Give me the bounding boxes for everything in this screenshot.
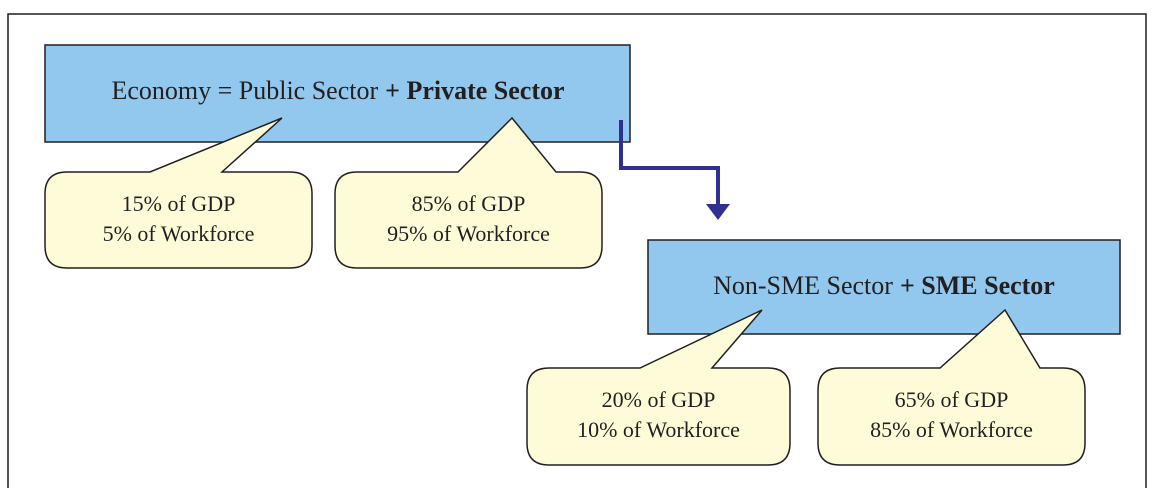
- callout: [526, 309, 791, 466]
- callout: [44, 117, 313, 269]
- callout-text: 10% of Workforce: [577, 417, 740, 442]
- sector-box: [647, 239, 1121, 335]
- bold-text: + SME Sector: [900, 271, 1055, 300]
- callout-text: 85% of GDP: [412, 191, 526, 216]
- callout: [334, 116, 603, 269]
- sector-text: Non-SME Sector + SME Sector: [713, 271, 1055, 300]
- arrow-head: [706, 204, 730, 220]
- callout-text: 85% of Workforce: [870, 417, 1033, 442]
- arrow-line: [619, 120, 720, 206]
- callout-text: 95% of Workforce: [387, 221, 550, 246]
- plain-text: Economy = Public Sector: [111, 76, 378, 105]
- economy-box: [44, 44, 631, 143]
- bold-text: + Private Sector: [385, 76, 564, 105]
- plain-text: Non-SME Sector: [713, 271, 893, 300]
- callout-text: 5% of Workforce: [103, 221, 255, 246]
- callout-text: 65% of GDP: [895, 387, 1009, 412]
- callout-text: 15% of GDP: [122, 191, 236, 216]
- frame: [7, 13, 1147, 488]
- economy-text: Economy = Public Sector + Private Sector: [111, 76, 564, 105]
- callout-text: 20% of GDP: [602, 387, 716, 412]
- callout: [817, 308, 1086, 466]
